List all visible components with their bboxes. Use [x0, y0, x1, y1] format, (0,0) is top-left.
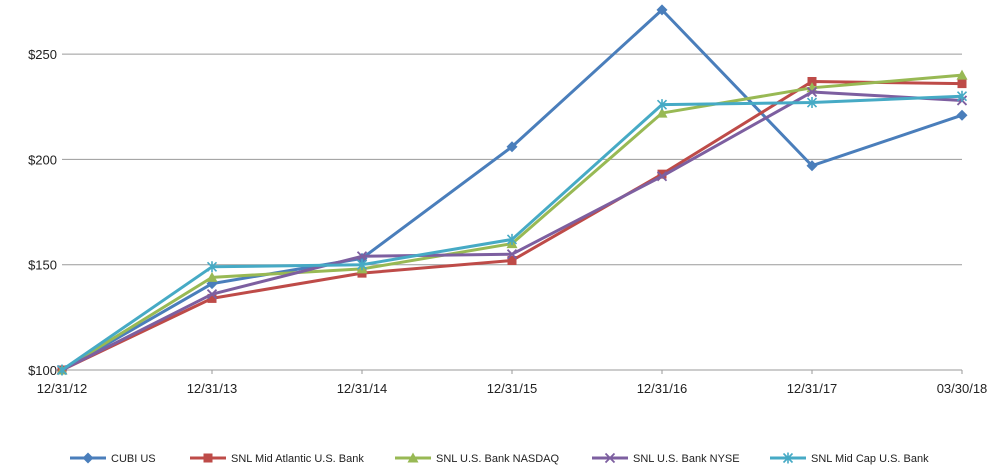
x-tick-label: 12/31/14	[337, 381, 388, 396]
y-tick-label: $100	[28, 363, 57, 378]
legend: CUBI US SNL Mid Atlantic U.S. Bank SNL U.S…	[70, 452, 929, 465]
legend-item: SNL Mid Cap U.S. Bank	[770, 452, 929, 465]
series	[56, 86, 968, 376]
data-point	[956, 109, 968, 121]
data-point	[506, 233, 518, 245]
y-tick-label: $150	[28, 258, 57, 273]
series-line	[61, 94, 963, 372]
series-layer	[56, 4, 968, 376]
legend-label: SNL Mid Cap U.S. Bank	[811, 453, 929, 465]
data-point	[807, 76, 817, 86]
series	[57, 76, 967, 375]
legend-item: SNL U.S. Bank NYSE	[592, 452, 740, 465]
series	[56, 90, 968, 376]
data-point	[656, 99, 668, 111]
data-point	[957, 79, 967, 89]
data-point	[656, 107, 668, 118]
y-tick-label: $250	[28, 47, 57, 62]
data-point	[206, 271, 218, 282]
series-line	[61, 73, 963, 372]
data-point	[806, 97, 818, 109]
data-point	[203, 453, 213, 463]
data-point	[206, 289, 218, 300]
legend-label: CUBI US	[111, 453, 156, 465]
legend-label: SNL U.S. Bank NASDAQ	[436, 453, 560, 465]
x-axis-tick-labels: 12/31/12 12/31/13 12/31/14 12/31/15 12/31/16…	[37, 381, 988, 396]
data-point	[806, 86, 818, 98]
data-point	[604, 452, 616, 464]
data-point	[56, 364, 68, 376]
series-line	[61, 8, 963, 372]
data-point	[356, 251, 368, 262]
data-point	[956, 69, 968, 80]
x-tick-label: 12/31/13	[187, 381, 238, 396]
series-line	[61, 79, 963, 372]
data-point	[656, 4, 668, 16]
data-point	[806, 160, 818, 172]
x-tick-label: 12/31/17	[787, 381, 838, 396]
x-tick-label: 03/30/18	[937, 381, 988, 396]
data-point	[656, 171, 668, 182]
series	[56, 4, 968, 376]
data-point	[956, 90, 968, 102]
legend-label: SNL Mid Atlantic U.S. Bank	[231, 453, 364, 465]
y-tick-label: $200	[28, 152, 57, 167]
data-point	[207, 293, 217, 303]
data-point	[506, 141, 518, 153]
legend-item: SNL U.S. Bank NASDAQ	[395, 452, 560, 465]
x-tick-label: 12/31/16	[637, 381, 688, 396]
x-tick-label: 12/31/15	[487, 381, 538, 396]
legend-label: SNL U.S. Bank NYSE	[633, 453, 740, 465]
data-point	[657, 169, 667, 179]
y-axis-tick-labels: $100 $150 $200 $250	[28, 47, 57, 378]
series-line	[61, 90, 963, 372]
x-tick-label: 12/31/12	[37, 381, 88, 396]
data-point	[356, 259, 368, 271]
data-point	[782, 452, 794, 464]
data-point	[82, 452, 94, 464]
series	[56, 69, 968, 375]
data-point	[506, 249, 518, 260]
legend-item: CUBI US	[70, 452, 156, 465]
legend-item: SNL Mid Atlantic U.S. Bank	[190, 453, 364, 465]
data-point	[407, 452, 419, 463]
data-point	[206, 261, 218, 273]
data-point	[507, 255, 517, 265]
